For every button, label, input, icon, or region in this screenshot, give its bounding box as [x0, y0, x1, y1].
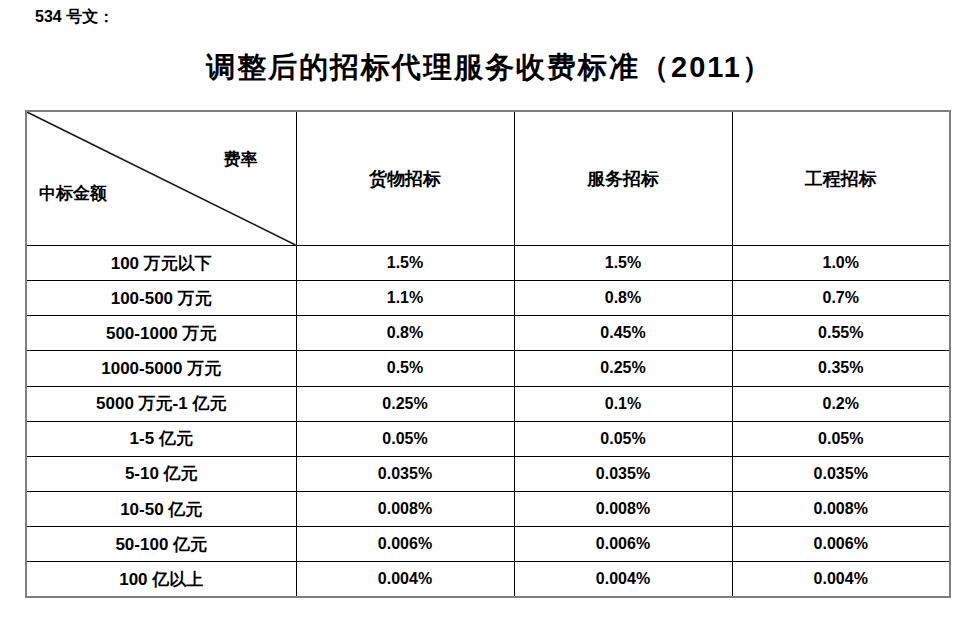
table-row: 1-5 亿元0.05%0.05%0.05% — [26, 421, 950, 456]
rate-value-cell: 0.25% — [296, 386, 514, 421]
table-row: 100 亿以上0.004%0.004%0.004% — [26, 562, 950, 597]
corner-box: 费率 中标金额 — [27, 112, 296, 245]
row-label-amount-range: 100 万元以下 — [26, 246, 296, 281]
table-row: 5000 万元-1 亿元0.25%0.1%0.2% — [26, 386, 950, 421]
rate-value-cell: 0.1% — [514, 386, 732, 421]
table-row: 10-50 亿元0.008%0.008%0.008% — [26, 491, 950, 526]
row-label-amount-range: 100 亿以上 — [26, 562, 296, 597]
table-row: 100-500 万元1.1%0.8%0.7% — [26, 281, 950, 316]
rate-value-cell: 1.5% — [296, 246, 514, 281]
rate-value-cell: 0.8% — [514, 281, 732, 316]
table-row: 100 万元以下1.5%1.5%1.0% — [26, 246, 950, 281]
rate-value-cell: 0.004% — [514, 562, 732, 597]
rate-value-cell: 0.05% — [732, 421, 950, 456]
rate-value-cell: 1.5% — [514, 246, 732, 281]
row-label-amount-range: 5-10 亿元 — [26, 456, 296, 491]
table-row: 50-100 亿元0.006%0.006%0.006% — [26, 527, 950, 562]
header-row: 费率 中标金额 货物招标 服务招标 工程招标 — [26, 111, 950, 246]
rate-value-cell: 0.5% — [296, 351, 514, 386]
document-page: 534 号文： 调整后的招标代理服务收费标准（2011） 费率 中标金额 — [0, 0, 979, 629]
row-label-amount-range: 5000 万元-1 亿元 — [26, 386, 296, 421]
table-row: 5-10 亿元0.035%0.035%0.035% — [26, 456, 950, 491]
rate-value-cell: 0.008% — [514, 491, 732, 526]
rate-value-cell: 0.55% — [732, 316, 950, 351]
row-label-amount-range: 10-50 亿元 — [26, 491, 296, 526]
corner-label-bid-amount: 中标金额 — [39, 182, 107, 205]
rate-value-cell: 0.7% — [732, 281, 950, 316]
page-title: 调整后的招标代理服务收费标准（2011） — [0, 48, 979, 88]
rate-value-cell: 0.035% — [732, 456, 950, 491]
column-header-engineering-bidding: 工程招标 — [732, 111, 950, 246]
fee-rate-table: 费率 中标金额 货物招标 服务招标 工程招标 100 万元以下1.5%1.5%1… — [25, 110, 951, 598]
rate-value-cell: 0.006% — [514, 527, 732, 562]
column-header-service-bidding: 服务招标 — [514, 111, 732, 246]
rate-value-cell: 0.05% — [514, 421, 732, 456]
doc-number-label: 534 号文： — [35, 7, 114, 28]
corner-label-fee-rate: 费率 — [224, 148, 258, 171]
corner-header-cell: 费率 中标金额 — [26, 111, 296, 246]
table-header: 费率 中标金额 货物招标 服务招标 工程招标 — [26, 111, 950, 246]
rate-value-cell: 0.2% — [732, 386, 950, 421]
row-label-amount-range: 50-100 亿元 — [26, 527, 296, 562]
rate-value-cell: 0.008% — [296, 491, 514, 526]
row-label-amount-range: 1-5 亿元 — [26, 421, 296, 456]
table-row: 500-1000 万元0.8%0.45%0.55% — [26, 316, 950, 351]
table-body: 100 万元以下1.5%1.5%1.0%100-500 万元1.1%0.8%0.… — [26, 246, 950, 598]
row-label-amount-range: 100-500 万元 — [26, 281, 296, 316]
rate-value-cell: 0.35% — [732, 351, 950, 386]
rate-value-cell: 0.004% — [732, 562, 950, 597]
rate-value-cell: 0.05% — [296, 421, 514, 456]
rate-value-cell: 0.8% — [296, 316, 514, 351]
rate-value-cell: 0.006% — [732, 527, 950, 562]
rate-value-cell: 0.006% — [296, 527, 514, 562]
rate-value-cell: 0.035% — [296, 456, 514, 491]
row-label-amount-range: 1000-5000 万元 — [26, 351, 296, 386]
rate-value-cell: 0.45% — [514, 316, 732, 351]
rate-value-cell: 0.004% — [296, 562, 514, 597]
rate-value-cell: 0.035% — [514, 456, 732, 491]
row-label-amount-range: 500-1000 万元 — [26, 316, 296, 351]
column-header-goods-bidding: 货物招标 — [296, 111, 514, 246]
rate-value-cell: 0.008% — [732, 491, 950, 526]
table-row: 1000-5000 万元0.5%0.25%0.35% — [26, 351, 950, 386]
rate-value-cell: 0.25% — [514, 351, 732, 386]
diagonal-divider-line — [27, 112, 296, 245]
rate-value-cell: 1.1% — [296, 281, 514, 316]
rate-value-cell: 1.0% — [732, 246, 950, 281]
